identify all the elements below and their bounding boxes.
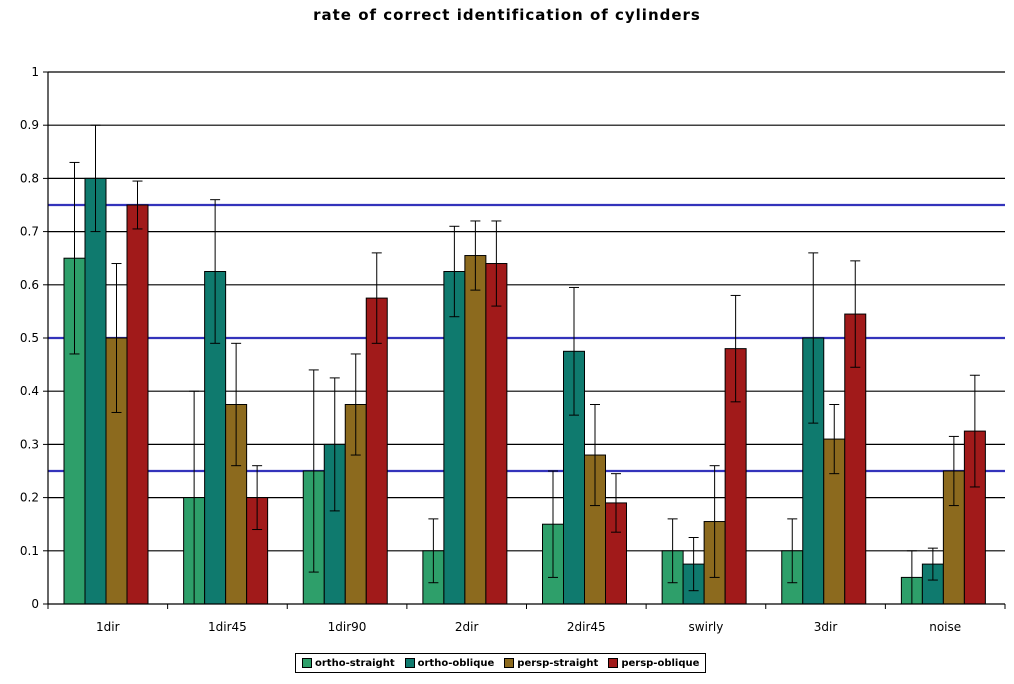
legend-label: ortho-oblique bbox=[417, 657, 495, 669]
x-tick-label: 1dir90 bbox=[328, 620, 367, 634]
bar-ortho-oblique bbox=[84, 177, 107, 605]
x-tick-label: 1dir45 bbox=[208, 620, 247, 634]
legend-item: persp-straight bbox=[504, 658, 598, 669]
y-tick-label: 0.5 bbox=[20, 331, 39, 345]
legend-label: ortho-straight bbox=[315, 657, 395, 669]
legend-swatch bbox=[302, 658, 312, 668]
y-tick-label: 0.1 bbox=[20, 544, 39, 558]
y-tick-label: 0.4 bbox=[20, 384, 39, 398]
y-tick-label: 0.8 bbox=[20, 171, 39, 185]
legend-label: persp-straight bbox=[517, 657, 599, 669]
legend-swatch bbox=[404, 658, 415, 668]
legend-item: ortho-straight bbox=[302, 658, 395, 669]
bar-persp-oblique bbox=[126, 204, 149, 605]
bar-persp-oblique bbox=[365, 297, 388, 605]
bar-persp-straight bbox=[464, 255, 487, 605]
chart-title: rate of correct identification of cylind… bbox=[313, 6, 701, 24]
axes bbox=[43, 71, 1006, 609]
x-tick-label: 3dir bbox=[814, 620, 838, 634]
x-tick-label: swirly bbox=[689, 620, 724, 634]
bar-ortho-oblique bbox=[443, 271, 466, 605]
legend-item: ortho-oblique bbox=[404, 657, 495, 669]
legend-swatch bbox=[504, 658, 515, 668]
x-tick-label: 2dir bbox=[455, 620, 479, 634]
x-tick-label: noise bbox=[929, 620, 961, 634]
y-tick-label: 0.6 bbox=[20, 278, 39, 292]
legend: ortho-straight ortho-oblique persp-straigh… bbox=[295, 653, 707, 673]
x-tick-label: 1dir bbox=[96, 620, 120, 634]
legend-item: persp-oblique bbox=[608, 658, 699, 669]
bar-persp-oblique bbox=[485, 263, 508, 605]
y-tick-label: 0 bbox=[31, 597, 39, 611]
y-tick-label: 1 bbox=[31, 65, 39, 79]
x-tick-label: 2dir45 bbox=[567, 620, 606, 634]
chart-plot: 0 0.1 0.2 0.3 0.4 0.5 0.6 0.7 0.8 0.9 1 1dir 1dir45 1… bbox=[20, 65, 1006, 634]
legend-label: persp-oblique bbox=[621, 657, 700, 669]
error-bars bbox=[69, 124, 980, 605]
legend-swatch bbox=[608, 658, 619, 668]
y-tick-label: 0.7 bbox=[20, 225, 39, 239]
y-tick-label: 0.9 bbox=[20, 118, 39, 132]
y-tick-label: 0.3 bbox=[20, 437, 39, 451]
tick-labels: 0 0.1 0.2 0.3 0.4 0.5 0.6 0.7 0.8 0.9 1 1dir 1dir45 1… bbox=[20, 65, 961, 634]
y-tick-label: 0.2 bbox=[20, 491, 39, 505]
